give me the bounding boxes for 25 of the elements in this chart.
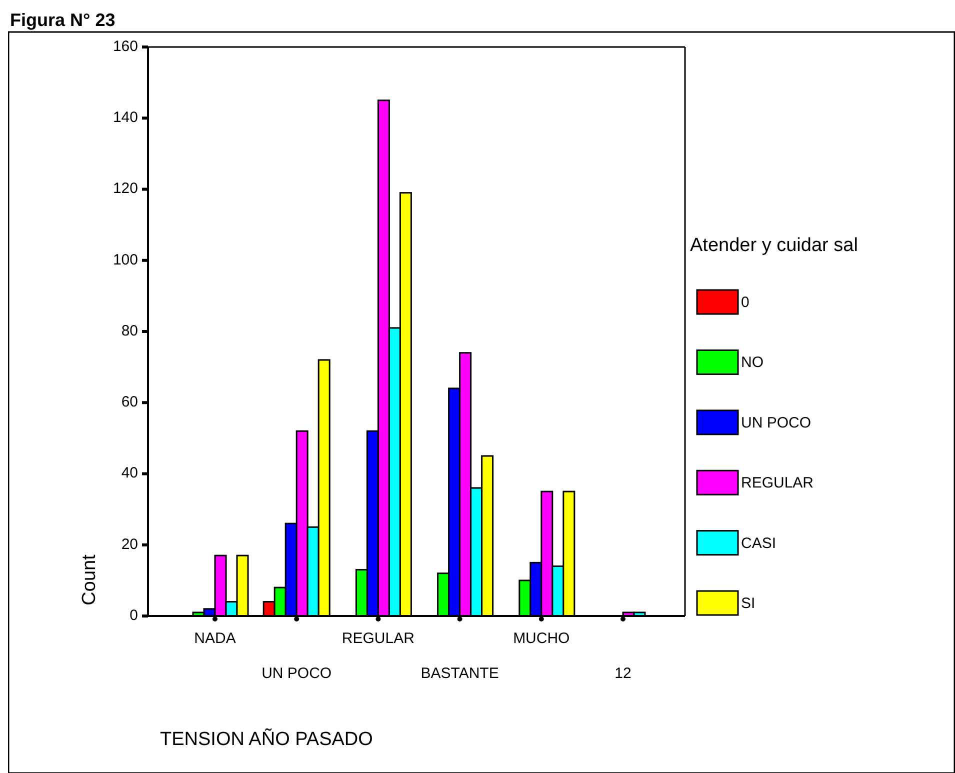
- legend-title: Atender y cuidar sal: [690, 235, 858, 256]
- y-tick-label: 100: [112, 251, 138, 268]
- legend-label: UN POCO: [741, 414, 812, 432]
- chart-title: Figura N° 23: [10, 10, 116, 30]
- x-tick-label: NADA: [194, 630, 236, 647]
- y-tick-label: 60: [121, 394, 138, 411]
- legend-label: NO: [741, 354, 764, 372]
- y-tick-label: 40: [121, 464, 138, 482]
- x-axis-title: TENSION AÑO PASADO: [160, 728, 373, 750]
- x-tick-label: BASTANTE: [420, 665, 499, 682]
- x-tick-label: MUCHO: [513, 630, 570, 647]
- y-tick-label: 80: [121, 322, 138, 340]
- y-tick-label: 160: [112, 38, 138, 55]
- x-tick-label: REGULAR: [342, 630, 415, 647]
- legend-label: CASI: [741, 534, 776, 552]
- y-tick-label: 140: [112, 109, 138, 126]
- legend-label: REGULAR: [741, 474, 814, 492]
- y-axis-title: Count: [79, 554, 100, 606]
- legend-label: 0: [741, 294, 750, 311]
- y-tick-label: 20: [121, 536, 138, 553]
- y-tick-label: 120: [112, 180, 138, 198]
- legend-label: SI: [741, 594, 756, 612]
- x-tick-label: 12: [614, 665, 632, 682]
- x-tick-label: UN POCO: [262, 665, 332, 682]
- y-tick-label: 0: [130, 606, 138, 624]
